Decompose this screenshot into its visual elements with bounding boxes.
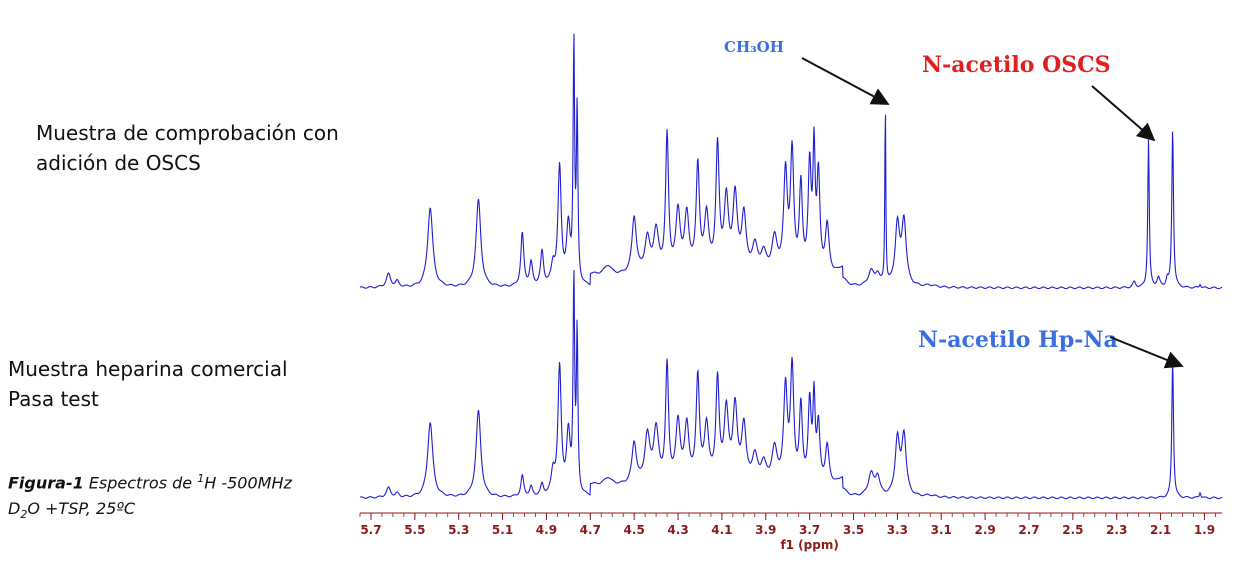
- figure-caption: Figura-1 Espectros de 1H -500MHz D2O +TS…: [8, 466, 358, 529]
- figure-caption-line2b: O +TSP, 25ºC: [27, 499, 136, 519]
- sample-label-top-line2: adición de OSCS: [36, 151, 201, 175]
- figure-caption-bold: Figura-1: [8, 473, 84, 493]
- x-axis-label: f1 (ppm): [780, 538, 838, 552]
- x-tick-label: 1.9: [1194, 523, 1215, 537]
- x-tick-label: 4.5: [624, 523, 645, 537]
- sample-label-bottom-line2: Pasa test: [8, 387, 99, 411]
- x-tick-label: 5.5: [404, 523, 425, 537]
- sample-label-bottom: Muestra heparina comercial Pasa test: [8, 354, 348, 414]
- x-tick-label: 5.1: [492, 523, 513, 537]
- annotation-label-3: N-acetilo Hp-Na: [918, 327, 1118, 353]
- x-tick-label: 5.3: [448, 523, 469, 537]
- annotation-label-2: N-acetilo OSCS: [922, 52, 1111, 78]
- sample-label-top-line1: Muestra de comprobación con: [36, 121, 339, 145]
- annotations-group: CH₃OH N-acetilo OSCS N-acetilo Hp-Na: [724, 38, 1184, 369]
- x-tick-label: 3.7: [799, 523, 820, 537]
- annotation-arrow-2: [1091, 85, 1156, 142]
- x-tick-label: 2.7: [1018, 523, 1039, 537]
- x-tick-label: 2.3: [1106, 523, 1127, 537]
- spectrum-line-1: [359, 33, 1223, 290]
- x-tick-label: 4.1: [711, 523, 732, 537]
- x-tick-label: 4.3: [667, 523, 688, 537]
- annotation-label-1: CH₃OH: [724, 38, 784, 56]
- x-tick-label: 3.9: [755, 523, 776, 537]
- x-tick-label: 3.5: [843, 523, 864, 537]
- spectra-group: [359, 33, 1223, 500]
- figure-caption-sub: 2: [20, 508, 28, 522]
- x-tick-label: 5.7: [360, 523, 381, 537]
- x-tick-label: 3.3: [887, 523, 908, 537]
- sample-label-top: Muestra de comprobación con adición de O…: [36, 118, 376, 178]
- x-tick-label: 2.1: [1150, 523, 1171, 537]
- annotation-arrow-1: [801, 57, 890, 105]
- x-axis: 5.7 5.5 5.3 5.1 4.9 4.7 4.5 4.3 4.1 3.9 3.7 3.5 3.3 3…: [359, 512, 1222, 552]
- x-tick-label: 4.7: [580, 523, 601, 537]
- x-tick-label: 2.5: [1062, 523, 1083, 537]
- sample-label-bottom-line1: Muestra heparina comercial: [8, 357, 288, 381]
- spectrum-line-2: [359, 269, 1223, 500]
- figure-caption-sup: 1: [197, 472, 205, 485]
- figure-caption-text1: Espectros de: [83, 473, 198, 493]
- x-tick-label: 2.9: [974, 523, 995, 537]
- x-tick-label: 3.1: [931, 523, 952, 537]
- figure-caption-line2: D2O +TSP, 25ºC: [8, 496, 358, 528]
- x-tick-label: 4.9: [536, 523, 557, 537]
- figure-caption-text2: H -500MHz: [204, 473, 292, 493]
- annotation-arrow-3: [1109, 336, 1184, 369]
- figure-caption-line1: Figura-1 Espectros de 1H -500MHz: [8, 466, 358, 496]
- figure-caption-line2a: D: [8, 499, 21, 519]
